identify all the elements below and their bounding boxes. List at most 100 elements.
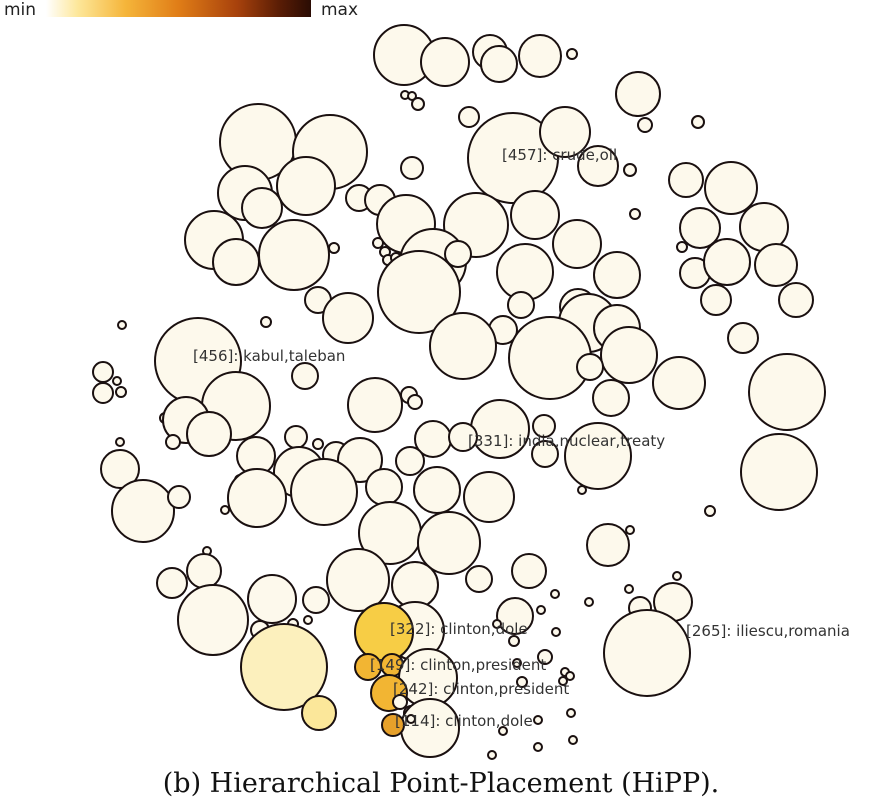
cluster-bubble: [672, 571, 682, 581]
cluster-bubble: [510, 190, 560, 240]
cluster-bubble: [704, 161, 758, 215]
cluster-bubble: [679, 207, 721, 249]
cluster-bubble: [92, 361, 114, 383]
cluster-bubble: [496, 597, 534, 635]
cluster-bubble: [576, 353, 604, 381]
cluster-bubble: [326, 548, 390, 612]
cluster-bubble: [539, 106, 591, 158]
cluster-bubble: [652, 356, 706, 410]
cluster-bubble: [754, 243, 798, 287]
cluster-bubble: [516, 676, 528, 688]
cluster-bubble: [691, 115, 705, 129]
cluster-bubble: [115, 386, 127, 398]
cluster-bubble: [100, 449, 140, 489]
cluster-bubble: [365, 468, 403, 506]
cluster-bubble: [407, 91, 417, 101]
cluster-bubble: [584, 597, 594, 607]
cluster-label-114: [114]: clinton,dole: [395, 712, 533, 730]
cluster-bubble: [518, 34, 562, 78]
cluster-bubble: [312, 438, 324, 450]
cluster-bubble: [420, 37, 470, 87]
cluster-bubble: [290, 458, 358, 526]
cluster-bubble: [533, 742, 543, 752]
cluster-bubble: [748, 353, 826, 431]
cluster-bubble: [492, 619, 502, 629]
cluster-bubble: [301, 695, 337, 731]
cluster-bubble: [413, 466, 461, 514]
cluster-bubble: [487, 750, 497, 760]
cluster-bubble: [629, 208, 641, 220]
cluster-bubble: [411, 97, 425, 111]
cluster-bubble: [303, 615, 313, 625]
cluster-label-456: [456]: kabul,taleban: [193, 347, 345, 365]
cluster-bubble: [592, 379, 630, 417]
cluster-bubble: [623, 163, 637, 177]
cluster-bubble: [508, 635, 520, 647]
cluster-bubble: [115, 437, 125, 447]
cluster-label-331: [331]: india,nuclear,treaty: [468, 432, 665, 450]
cluster-bubble: [704, 505, 716, 517]
cluster-bubble: [406, 714, 416, 724]
cluster-bubble: [156, 567, 188, 599]
cluster-bubble: [400, 156, 424, 180]
cluster-bubble: [392, 694, 408, 710]
cluster-bubble: [429, 312, 497, 380]
cluster-bubble: [480, 45, 518, 83]
cluster-bubble: [417, 511, 481, 575]
cluster-bubble: [347, 377, 403, 433]
cluster-bubble: [637, 117, 653, 133]
cluster-bubble: [167, 485, 191, 509]
cluster-bubble: [624, 584, 634, 594]
cluster-bubble: [568, 735, 578, 745]
cluster-bubble: [247, 574, 297, 624]
figure-caption: (b) Hierarchical Point-Placement (HiPP).: [162, 768, 720, 799]
cluster-bubble: [395, 446, 425, 476]
cluster-bubble: [668, 162, 704, 198]
cluster-bubble: [377, 250, 461, 334]
cluster-bubble: [565, 671, 575, 681]
cluster-bubble: [291, 362, 319, 390]
cluster-bubble: [566, 708, 576, 718]
cluster-bubble: [577, 485, 587, 495]
cluster-bubble: [407, 394, 423, 410]
cluster-bubble: [212, 238, 260, 286]
cluster-label-242: [242]: clinton,president: [393, 680, 569, 698]
cluster-bubble: [586, 523, 630, 567]
cluster-bubble: [276, 156, 336, 216]
cluster-bubble: [615, 71, 661, 117]
cluster-bubble: [302, 586, 330, 614]
cluster-label-457: [457]: crude,oil: [502, 146, 617, 164]
cluster-bubble: [511, 553, 547, 589]
cluster-bubble: [603, 609, 691, 697]
cluster-bubble: [676, 241, 688, 253]
cluster-bubble: [112, 376, 122, 386]
cluster-bubble: [260, 316, 272, 328]
cluster-bubble: [550, 589, 560, 599]
cluster-bubble: [566, 48, 578, 60]
cluster-bubble: [448, 422, 478, 452]
cluster-bubble: [111, 479, 175, 543]
legend-min-label: min: [4, 0, 37, 20]
cluster-bubble: [372, 237, 384, 249]
cluster-label-265: [265]: iliescu,romania: [686, 622, 850, 640]
cluster-bubble: [92, 382, 114, 404]
legend-gradient-bar: [46, 0, 311, 17]
bubble-group: [92, 24, 826, 760]
cluster-bubble: [227, 468, 287, 528]
cluster-label-group: [457]: crude,oil [456]: kabul,taleban [3…: [193, 146, 850, 730]
cluster-bubble: [700, 284, 732, 316]
cluster-bubble: [258, 219, 330, 291]
cluster-bubble: [778, 282, 814, 318]
cluster-bubble: [508, 316, 592, 400]
cluster-bubble: [117, 320, 127, 330]
cluster-bubble: [322, 292, 374, 344]
cluster-bubble: [328, 242, 340, 254]
cluster-bubble: [558, 676, 568, 686]
cluster-bubble: [463, 471, 515, 523]
cluster-bubble: [444, 240, 472, 268]
cluster-bubble: [537, 649, 553, 665]
legend-max-label: max: [321, 0, 359, 20]
cluster-bubble: [740, 433, 818, 511]
cluster-bubble: [177, 584, 249, 656]
cluster-label-322: [322]: clinton,dole: [390, 620, 528, 638]
